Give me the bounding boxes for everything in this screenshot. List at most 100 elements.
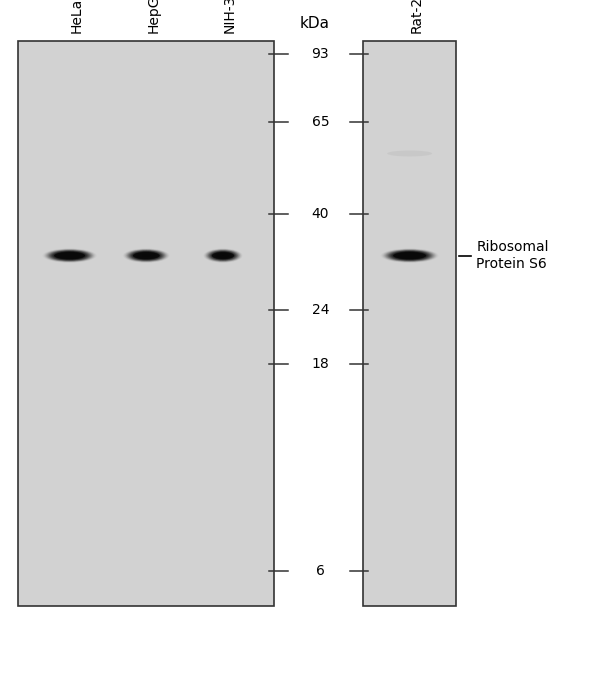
- Ellipse shape: [142, 254, 151, 257]
- Ellipse shape: [48, 250, 91, 261]
- Ellipse shape: [221, 255, 225, 257]
- Ellipse shape: [61, 253, 78, 258]
- Ellipse shape: [62, 254, 77, 257]
- Text: 40: 40: [312, 206, 329, 221]
- Ellipse shape: [125, 249, 168, 262]
- Ellipse shape: [405, 255, 415, 257]
- Ellipse shape: [209, 251, 237, 261]
- FancyBboxPatch shape: [363, 41, 456, 606]
- FancyBboxPatch shape: [18, 41, 274, 606]
- Text: Rat-2: Rat-2: [410, 0, 424, 33]
- Ellipse shape: [131, 251, 161, 260]
- Ellipse shape: [397, 253, 423, 259]
- Ellipse shape: [217, 254, 229, 257]
- Ellipse shape: [214, 252, 232, 259]
- Ellipse shape: [59, 253, 81, 259]
- Text: kDa: kDa: [299, 16, 329, 31]
- Ellipse shape: [55, 252, 84, 259]
- Text: NIH-3T3: NIH-3T3: [223, 0, 237, 33]
- Ellipse shape: [137, 253, 156, 259]
- Ellipse shape: [392, 251, 428, 260]
- Ellipse shape: [222, 255, 224, 256]
- Ellipse shape: [145, 255, 148, 256]
- Ellipse shape: [390, 251, 430, 261]
- Ellipse shape: [219, 254, 227, 257]
- Ellipse shape: [129, 251, 163, 261]
- Ellipse shape: [389, 251, 431, 261]
- Ellipse shape: [395, 252, 424, 259]
- Ellipse shape: [135, 252, 158, 259]
- Ellipse shape: [140, 254, 153, 257]
- Ellipse shape: [212, 252, 234, 259]
- Ellipse shape: [57, 252, 83, 259]
- Ellipse shape: [133, 252, 160, 259]
- Ellipse shape: [211, 251, 235, 260]
- Ellipse shape: [52, 251, 87, 260]
- Ellipse shape: [140, 254, 152, 257]
- Ellipse shape: [210, 251, 236, 260]
- Ellipse shape: [51, 251, 88, 261]
- Ellipse shape: [387, 151, 432, 156]
- Ellipse shape: [392, 251, 427, 260]
- Ellipse shape: [129, 250, 164, 261]
- Text: HepG2: HepG2: [147, 0, 160, 33]
- Ellipse shape: [137, 253, 155, 258]
- Ellipse shape: [57, 253, 82, 259]
- Ellipse shape: [130, 251, 163, 261]
- Ellipse shape: [50, 251, 89, 261]
- Ellipse shape: [54, 253, 85, 259]
- Ellipse shape: [128, 250, 165, 261]
- Ellipse shape: [142, 255, 150, 257]
- Ellipse shape: [216, 253, 230, 258]
- Text: Ribosomal
Protein S6: Ribosomal Protein S6: [476, 240, 549, 272]
- Ellipse shape: [399, 253, 421, 258]
- Ellipse shape: [132, 251, 160, 260]
- Ellipse shape: [217, 253, 229, 258]
- Ellipse shape: [407, 255, 413, 257]
- Ellipse shape: [63, 254, 76, 257]
- Ellipse shape: [53, 251, 86, 260]
- Ellipse shape: [47, 250, 92, 261]
- Ellipse shape: [400, 253, 419, 258]
- Ellipse shape: [408, 255, 411, 256]
- Ellipse shape: [403, 254, 416, 257]
- Ellipse shape: [66, 255, 73, 257]
- Ellipse shape: [65, 255, 75, 257]
- Ellipse shape: [132, 251, 161, 260]
- Ellipse shape: [218, 254, 228, 257]
- Ellipse shape: [386, 250, 434, 261]
- Ellipse shape: [68, 255, 71, 256]
- Text: 65: 65: [312, 115, 329, 129]
- Ellipse shape: [213, 252, 233, 259]
- Ellipse shape: [133, 253, 160, 259]
- Ellipse shape: [67, 255, 73, 257]
- Ellipse shape: [215, 253, 231, 259]
- Ellipse shape: [54, 251, 86, 260]
- Ellipse shape: [395, 252, 424, 259]
- Text: 18: 18: [312, 357, 329, 371]
- Ellipse shape: [127, 250, 166, 261]
- Ellipse shape: [398, 253, 422, 259]
- Ellipse shape: [206, 249, 240, 262]
- Ellipse shape: [206, 250, 240, 261]
- Text: 24: 24: [312, 303, 329, 317]
- Ellipse shape: [208, 250, 238, 261]
- Ellipse shape: [384, 249, 435, 262]
- Ellipse shape: [209, 251, 237, 261]
- Ellipse shape: [55, 252, 84, 259]
- Ellipse shape: [406, 255, 414, 257]
- Ellipse shape: [384, 249, 436, 262]
- Ellipse shape: [124, 249, 168, 262]
- Ellipse shape: [221, 255, 225, 257]
- Ellipse shape: [46, 249, 93, 262]
- Ellipse shape: [219, 255, 227, 257]
- Ellipse shape: [139, 253, 153, 258]
- Ellipse shape: [134, 252, 158, 259]
- Ellipse shape: [136, 253, 157, 259]
- Ellipse shape: [144, 255, 148, 257]
- Text: 6: 6: [316, 564, 325, 579]
- Text: HeLa: HeLa: [70, 0, 84, 33]
- Ellipse shape: [391, 251, 429, 260]
- Ellipse shape: [126, 249, 166, 262]
- Ellipse shape: [402, 254, 418, 257]
